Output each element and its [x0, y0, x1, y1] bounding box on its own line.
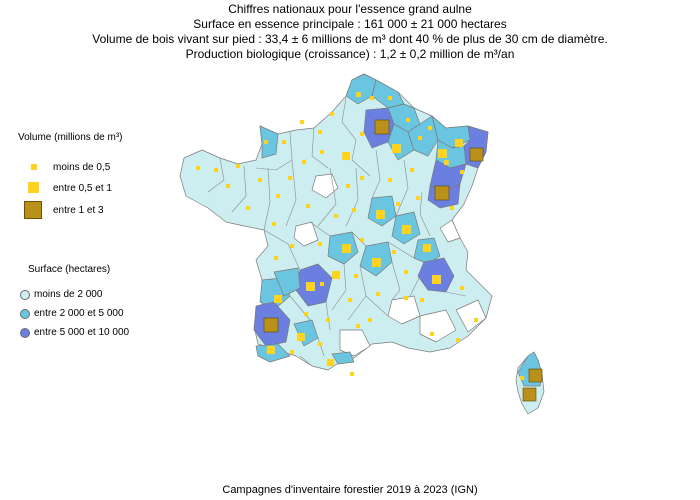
volume-mid-label: entre 0,5 et 1 [53, 183, 112, 194]
volume-small-symbol [31, 164, 37, 170]
surface-legend-title: Surface (hectares) [28, 264, 111, 275]
dept-no-data-6 [455, 299, 487, 333]
dept-no-data-1 [311, 173, 339, 199]
dept-no-data-3 [439, 219, 461, 243]
surface-high-symbol [20, 328, 30, 338]
regions-layer [179, 73, 545, 415]
surface-summary: Surface en essence principale : 161 000 … [193, 17, 507, 31]
internal-borders [207, 97, 467, 367]
surface-mid-label: entre 2 000 et 5 000 [34, 308, 124, 319]
surface-low-symbol [20, 290, 30, 300]
volume-mid-symbol [28, 182, 39, 193]
dept-no-data-2 [293, 221, 319, 247]
volume-large-label: entre 1 et 3 [53, 205, 104, 216]
volume-large-symbol [24, 201, 42, 219]
volume-legend-title: Volume (millions de m³) [18, 132, 123, 143]
dept-charente [273, 267, 301, 297]
header: Chiffres nationaux pour l'essence grand … [0, 2, 700, 62]
dept-no-data-5 [419, 309, 457, 343]
dept-no-data-4 [387, 295, 421, 325]
dept-herault [331, 351, 355, 365]
volume-summary: Volume de bois vivant sur pied : 33,4 ± … [92, 32, 608, 46]
surface-high-label: entre 5 000 et 10 000 [34, 327, 130, 338]
dept-manche [259, 125, 279, 159]
volume-small-label: moins de 0,5 [53, 162, 111, 173]
map-title: Chiffres nationaux pour l'essence grand … [228, 2, 472, 16]
surface-low-label: moins de 2 000 [34, 289, 103, 300]
map-footer: Campagnes d'inventaire forestier 2019 à … [222, 484, 478, 496]
surface-mid-symbol [20, 309, 30, 319]
production-summary: Production biologique (croissance) : 1,2… [185, 47, 515, 61]
volume-symbols [196, 92, 543, 402]
dept-no-data-7 [339, 329, 371, 357]
